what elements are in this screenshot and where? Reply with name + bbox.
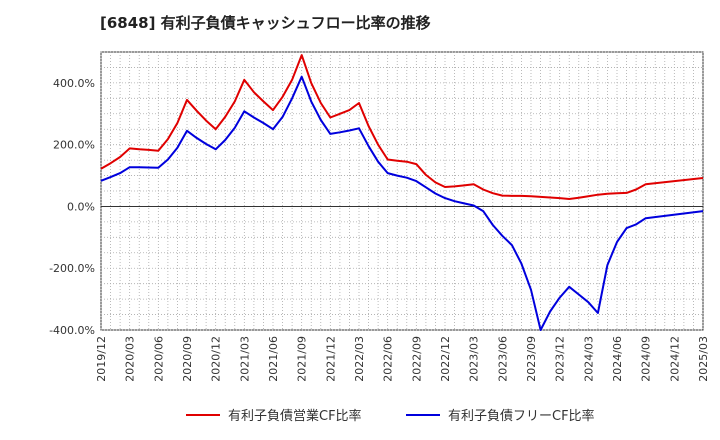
x-tick-label: 2020/03 xyxy=(124,336,137,382)
x-tick-label: 2021/12 xyxy=(324,336,337,382)
y-tick-label: -200.0% xyxy=(49,262,95,275)
x-tick-label: 2024/12 xyxy=(668,336,681,382)
legend-label-2: 有利子負債フリーCF比率 xyxy=(448,408,595,424)
x-tick-label: 2023/03 xyxy=(468,336,481,382)
y-tick-label: 400.0% xyxy=(53,77,95,90)
x-tick-label: 2020/12 xyxy=(210,336,223,382)
x-tick-label: 2023/09 xyxy=(525,336,538,382)
x-tick-label: 2022/03 xyxy=(353,336,366,382)
x-tick-label: 2022/09 xyxy=(410,336,423,382)
x-tick-label: 2023/06 xyxy=(496,336,509,382)
y-tick-label: -400.0% xyxy=(49,324,95,337)
x-tick-label: 2021/09 xyxy=(296,336,309,382)
x-tick-label: 2019/12 xyxy=(95,336,108,382)
series-line-1 xyxy=(100,54,704,200)
legend-label-1: 有利子負債営業CF比率 xyxy=(228,408,362,424)
x-tick-label: 2020/06 xyxy=(152,336,165,382)
y-tick-label: 0.0% xyxy=(67,200,95,213)
x-tick-label: 2024/03 xyxy=(582,336,595,382)
x-tick-label: 2021/06 xyxy=(267,336,280,382)
y-tick-label: 200.0% xyxy=(53,139,95,152)
x-tick-label: 2024/09 xyxy=(640,336,653,382)
series-line-2 xyxy=(100,75,704,331)
x-tick-label: 2021/03 xyxy=(238,336,251,382)
x-tick-label: 2025/03 xyxy=(697,336,710,382)
x-tick-label: 2023/12 xyxy=(554,336,567,382)
chart-title: [6848] 有利子負債キャッシュフロー比率の推移 xyxy=(100,14,431,32)
x-tick-label: 2020/09 xyxy=(181,336,194,382)
x-tick-label: 2024/06 xyxy=(611,336,624,382)
x-tick-label: 2022/12 xyxy=(439,336,452,382)
x-tick-label: 2022/06 xyxy=(382,336,395,382)
